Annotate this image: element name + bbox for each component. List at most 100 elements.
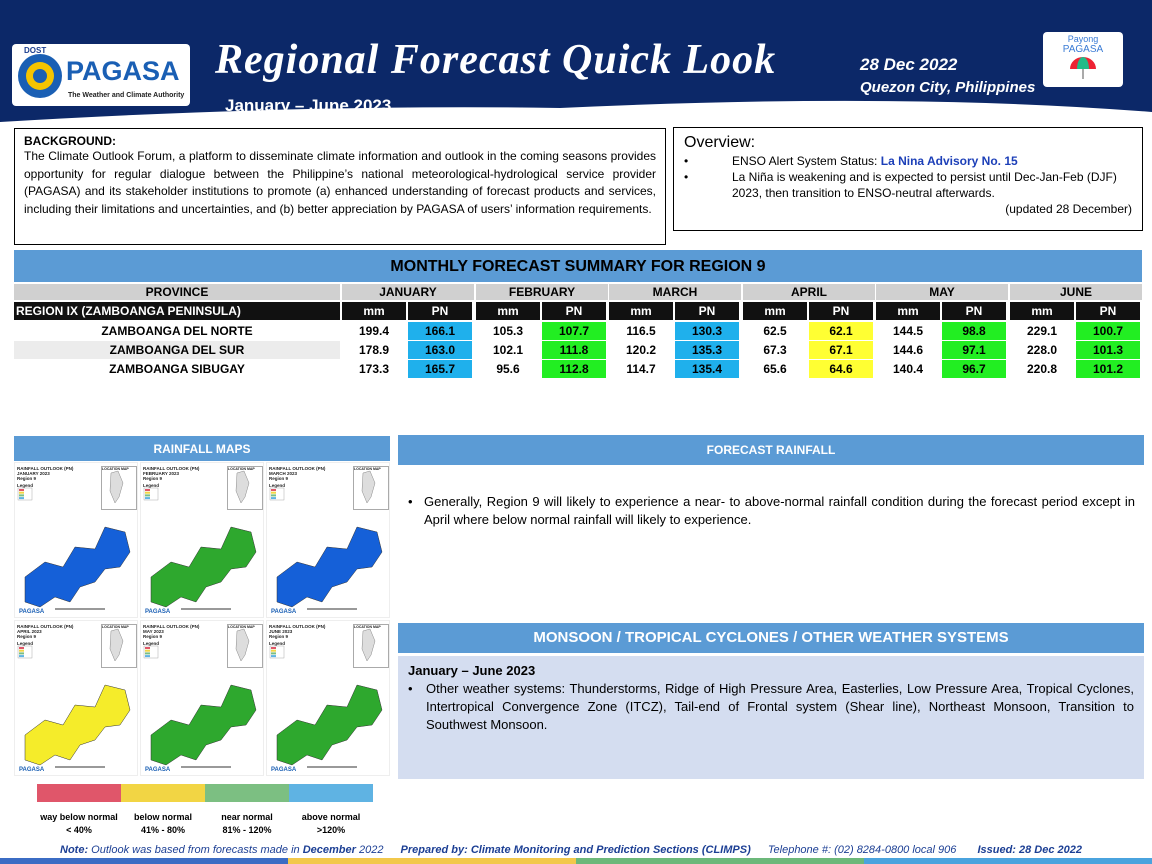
map-month: MARCH 2023 <box>269 471 298 476</box>
background-text: The Climate Outlook Forum, a platform to… <box>24 149 656 216</box>
map-title: RAINFALL OUTLOOK (PN) <box>17 624 74 629</box>
scale-swatch <box>205 784 289 802</box>
value-cell: 105.3 <box>492 324 524 338</box>
date: 28 Dec 2022 <box>860 55 958 74</box>
value-cell: 100.7 <box>1076 322 1140 340</box>
forecast-text: Generally, Region 9 will likely to exper… <box>424 494 1135 527</box>
value-cell: 67.1 <box>809 341 873 359</box>
enso-link: La Nina Advisory No. 15 <box>880 154 1018 168</box>
monsoon-item: • Other weather systems: Thunderstorms, R… <box>408 681 1134 732</box>
value-cell: 101.3 <box>1076 341 1140 359</box>
header-cell: MARCH <box>609 284 741 300</box>
map: RAINFALL OUTLOOK (PN) JANUARY 2023 Region … <box>14 462 138 618</box>
province-cell: ZAMBOANGA SIBUGAY <box>109 362 245 376</box>
map-location: LOCATION MAP <box>353 624 389 668</box>
map-region: Region 9 <box>17 476 37 481</box>
maps-heading: RAINFALL MAPS <box>14 436 390 461</box>
background-box: BACKGROUND: The Climate Outlook Forum, a… <box>14 128 666 245</box>
map-legend: Legend <box>269 483 286 488</box>
map-legend: Legend <box>17 641 34 646</box>
header-cell: JUNE <box>1010 284 1142 300</box>
value-cell: 135.4 <box>675 360 739 378</box>
map: RAINFALL OUTLOOK (PN) MARCH 2023 Region 9 L… <box>266 462 390 618</box>
svg-text:PAGASA: PAGASA <box>271 609 297 615</box>
map-shape: PAGASA <box>269 470 383 615</box>
map-title: RAINFALL OUTLOOK (PN) <box>143 624 200 629</box>
scale-range: >120% <box>316 825 346 835</box>
badge-text: PAGASA <box>1062 44 1104 55</box>
value-cell: 102.1 <box>492 343 524 357</box>
monsoon-text: Other weather systems: Thunderstorms, Ri… <box>426 681 1134 732</box>
subheader-cell: mm <box>1010 302 1074 320</box>
header-bg <box>0 0 1152 125</box>
background-heading: BACKGROUND: <box>24 134 116 148</box>
province-cell: ZAMBOANGA DEL SUR <box>14 341 340 359</box>
monsoon-heading: MONSOON / TROPICAL CYCLONES / OTHER WEAT… <box>398 623 1144 653</box>
forecast-heading: FORECAST RAINFALL <box>398 435 1144 465</box>
map-month: MAY 2023 <box>143 629 164 634</box>
logo-box: DOST PAGASA The Weather and Climate Auth… <box>12 44 190 106</box>
subheader-cell: mm <box>743 302 807 320</box>
map-region: Region 9 <box>269 634 289 639</box>
value-cell: 120.2 <box>625 343 657 357</box>
badge-top: Payong <box>1067 34 1099 44</box>
value-cell: 96.7 <box>942 360 1006 378</box>
logo-tagline: The Weather and Climate Authority <box>68 92 185 99</box>
subheader-cell: mm <box>609 302 673 320</box>
subheader-cell: mm <box>876 302 940 320</box>
header-cell: JANUARY <box>342 284 474 300</box>
map-title: RAINFALL OUTLOOK (PN) <box>143 466 200 471</box>
map: RAINFALL OUTLOOK (PN) JUNE 2023 Region 9 Le… <box>266 620 390 776</box>
logo-seal <box>18 54 62 98</box>
subheader-cell: PN <box>542 302 606 320</box>
map-region: Region 9 <box>269 476 289 481</box>
value-cell: 178.9 <box>358 343 390 357</box>
subheader-cell: PN <box>408 302 472 320</box>
note-month: December <box>302 844 356 856</box>
value-cell: 114.7 <box>626 362 656 376</box>
value-cell: 111.8 <box>542 341 606 359</box>
scale-range: 81% - 120% <box>222 825 272 835</box>
map-location: LOCATION MAP <box>101 624 137 668</box>
value-cell: 95.6 <box>496 362 520 376</box>
svg-text:PAGASA: PAGASA <box>19 609 45 615</box>
region-cell: REGION IX (ZAMBOANGA PENINSULA) <box>14 302 340 320</box>
map: RAINFALL OUTLOOK (PN) MAY 2023 Region 9 Leg… <box>140 620 264 776</box>
issued: Issued: 28 Dec 2022 <box>977 844 1083 856</box>
value-cell: 163.0 <box>408 341 472 359</box>
map-title: RAINFALL OUTLOOK (PN) <box>17 466 74 471</box>
value-cell: 107.7 <box>542 322 606 340</box>
telephone: Telephone #: (02) 8284-0800 local 906 <box>767 844 957 856</box>
value-cell: 144.6 <box>892 343 924 357</box>
value-cell: 229.1 <box>1026 324 1058 338</box>
map-legend: Legend <box>143 641 160 646</box>
value-cell: 97.1 <box>942 341 1006 359</box>
scale-swatch <box>121 784 205 802</box>
map-month: JANUARY 2023 <box>17 471 50 476</box>
footer: Note: Outlook was based from forecasts m… <box>60 844 1082 856</box>
value-cell: 64.6 <box>809 360 873 378</box>
map: RAINFALL OUTLOOK (PN) APRIL 2023 Region 9 L… <box>14 620 138 776</box>
scale-range: 41% - 80% <box>140 825 186 835</box>
value-cell: 144.5 <box>892 324 924 338</box>
svg-text:PAGASA: PAGASA <box>145 767 171 773</box>
footer-strip <box>0 858 1152 864</box>
note-label: Note: <box>60 844 89 856</box>
map-month: JUNE 2023 <box>269 629 293 634</box>
scale-swatch <box>289 784 373 802</box>
scale-range: < 40% <box>66 825 92 835</box>
umbrella <box>1070 57 1096 79</box>
scale-swatch <box>37 784 121 802</box>
note-text: Outlook was based from forecasts made in <box>91 844 300 856</box>
value-cell: 199.4 <box>358 324 390 338</box>
forecast-item: • Generally, Region 9 will likely to expe… <box>408 494 1135 527</box>
map: RAINFALL OUTLOOK (PN) FEBRUARY 2023 Region… <box>140 462 264 618</box>
value-cell: 98.8 <box>942 322 1006 340</box>
logo-text: PAGASA <box>66 56 180 86</box>
header-cell: FEBRUARY <box>476 284 608 300</box>
map-month: APRIL 2023 <box>17 629 42 634</box>
scale-name: way below normal <box>40 812 118 822</box>
updated: (updated 28 December) <box>1005 202 1132 216</box>
subheader-cell: PN <box>675 302 739 320</box>
